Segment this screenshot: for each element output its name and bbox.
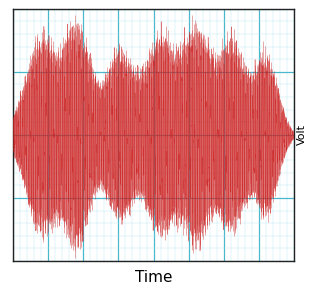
X-axis label: Time: Time — [135, 270, 172, 285]
Text: Volt: Volt — [297, 124, 307, 145]
